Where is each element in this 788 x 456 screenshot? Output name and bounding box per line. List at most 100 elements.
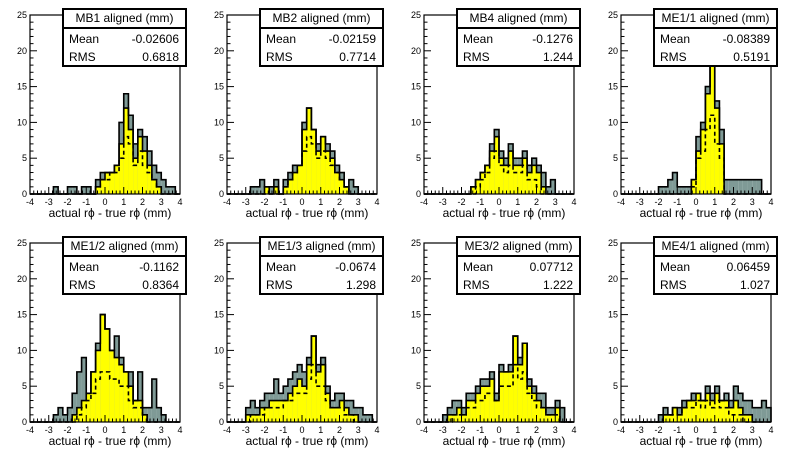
x-tick-label: 3 <box>159 425 164 435</box>
bin-selected <box>517 165 523 194</box>
y-tick-label: 25 <box>17 10 27 20</box>
bin-selected <box>733 400 739 422</box>
y-tick-label: 10 <box>214 117 224 127</box>
bin-selected <box>142 151 148 194</box>
bin-selected <box>681 407 687 422</box>
x-tick-label: -4 <box>420 197 428 207</box>
y-tick-label: 5 <box>613 381 618 391</box>
bin-total <box>728 179 734 194</box>
x-tick-label: 4 <box>571 425 576 435</box>
x-tick-label: 3 <box>750 197 755 207</box>
x-tick-label: 2 <box>337 425 342 435</box>
x-tick-label: 0 <box>496 425 501 435</box>
bin-selected <box>499 371 504 422</box>
bin-selected <box>489 151 495 194</box>
stats-mean-value: 0.07712 <box>529 260 573 274</box>
x-axis-label: actual rϕ - true rϕ (mm) <box>245 206 369 220</box>
x-tick-label: -2 <box>260 425 268 435</box>
x-tick-label: 2 <box>731 425 736 435</box>
y-tick-label: 0 <box>22 189 27 199</box>
x-tick-label: 2 <box>140 197 145 207</box>
stats-rms-row: RMS 1.222 <box>463 276 573 295</box>
y-tick-label: 10 <box>608 345 618 355</box>
bin-total <box>681 186 687 194</box>
histogram-plot: -4 -3 -2 -1 0 1 2 3 4 0 5 10 15 20 25 <box>214 10 380 207</box>
bin-selected <box>320 136 326 194</box>
x-axis-label: actual rϕ - true rϕ (mm) <box>639 206 763 220</box>
bin-selected <box>283 400 288 422</box>
x-tick-label: -4 <box>223 197 231 207</box>
x-tick-label: 4 <box>571 197 576 207</box>
bin-selected <box>133 400 138 422</box>
x-tick-label: -1 <box>673 197 681 207</box>
bin-selected <box>245 414 251 422</box>
bin-selected <box>663 414 668 422</box>
bin-total <box>452 400 457 422</box>
bin-selected <box>348 414 354 422</box>
histogram-title: ME1/2 aligned (mm) <box>64 238 185 257</box>
stats-rms-value: 0.5191 <box>733 50 770 64</box>
bin-selected <box>330 158 335 194</box>
histogram-title: ME1/1 aligned (mm) <box>655 10 776 29</box>
bin-total <box>250 186 256 194</box>
bin-total <box>367 414 373 422</box>
y-tick-label: 20 <box>214 274 224 284</box>
x-tick-label: 4 <box>768 425 773 435</box>
stats-rms-value: 0.6818 <box>142 50 179 64</box>
stats-mean-row: Mean 0.06459 <box>660 258 770 277</box>
x-tick-label: -3 <box>242 197 250 207</box>
bin-selected <box>128 129 134 194</box>
bin-selected <box>494 136 499 194</box>
bin-selected <box>522 343 528 422</box>
bin-selected <box>499 158 504 194</box>
bin-selected <box>470 400 476 422</box>
bin-selected <box>156 186 162 194</box>
bin-selected <box>278 400 284 422</box>
histogram-panel: -4 -3 -2 -1 0 1 2 3 4 0 5 10 15 20 25 ME1/2 aligned (mm… <box>0 228 197 456</box>
histogram-title: ME4/1 aligned (mm) <box>655 238 776 257</box>
bin-selected <box>710 400 715 422</box>
x-axis-label: actual rϕ - true rϕ (mm) <box>48 206 172 220</box>
histogram-plot: -4 -3 -2 -1 0 1 2 3 4 0 5 10 15 20 25 <box>17 10 183 207</box>
bin-total <box>165 186 171 194</box>
bin-selected <box>508 151 514 194</box>
x-tick-label: 1 <box>318 197 323 207</box>
bin-total <box>686 186 692 194</box>
x-tick-label: 1 <box>318 425 323 435</box>
x-axis-label: actual rϕ - true rϕ (mm) <box>639 434 763 448</box>
bin-selected <box>503 371 509 422</box>
bin-selected <box>742 414 748 422</box>
histogram-panel: -4 -3 -2 -1 0 1 2 3 4 0 5 10 15 20 25 ME4/1 aligned (mm… <box>591 228 788 456</box>
histogram-title: MB1 aligned (mm) <box>64 10 185 29</box>
y-tick-label: 0 <box>613 189 618 199</box>
y-tick-label: 5 <box>416 381 421 391</box>
y-tick-label: 25 <box>214 10 224 20</box>
bin-total <box>137 371 143 422</box>
x-tick-label: -1 <box>476 425 484 435</box>
x-tick-label: 0 <box>102 197 107 207</box>
bin-selected <box>527 386 532 422</box>
y-tick-label: 0 <box>613 417 618 427</box>
bin-selected <box>100 314 105 422</box>
bin-selected <box>508 371 514 422</box>
x-tick-label: -2 <box>457 197 465 207</box>
bin-selected <box>705 93 711 194</box>
x-tick-label: 3 <box>159 197 164 207</box>
y-tick-label: 20 <box>411 274 421 284</box>
bin-selected <box>100 179 105 194</box>
bin-total <box>677 186 682 194</box>
y-tick-label: 15 <box>608 82 618 92</box>
stats-rms-value: 0.8364 <box>142 278 179 292</box>
bin-selected <box>269 400 274 422</box>
y-tick-label: 0 <box>416 417 421 427</box>
bin-total <box>156 407 162 422</box>
bin-total <box>76 371 82 422</box>
stats-mean-value: -0.02159 <box>328 32 376 46</box>
stats-mean-value: -0.0674 <box>335 260 376 274</box>
stats-box: ME3/2 aligned (mm) Mean 0.07712 RMS 1.222 <box>456 236 581 295</box>
bin-selected <box>696 151 701 194</box>
bin-selected <box>667 414 673 422</box>
bin-selected <box>480 172 485 194</box>
y-tick-label: 20 <box>411 46 421 56</box>
x-tick-label: -2 <box>654 425 662 435</box>
